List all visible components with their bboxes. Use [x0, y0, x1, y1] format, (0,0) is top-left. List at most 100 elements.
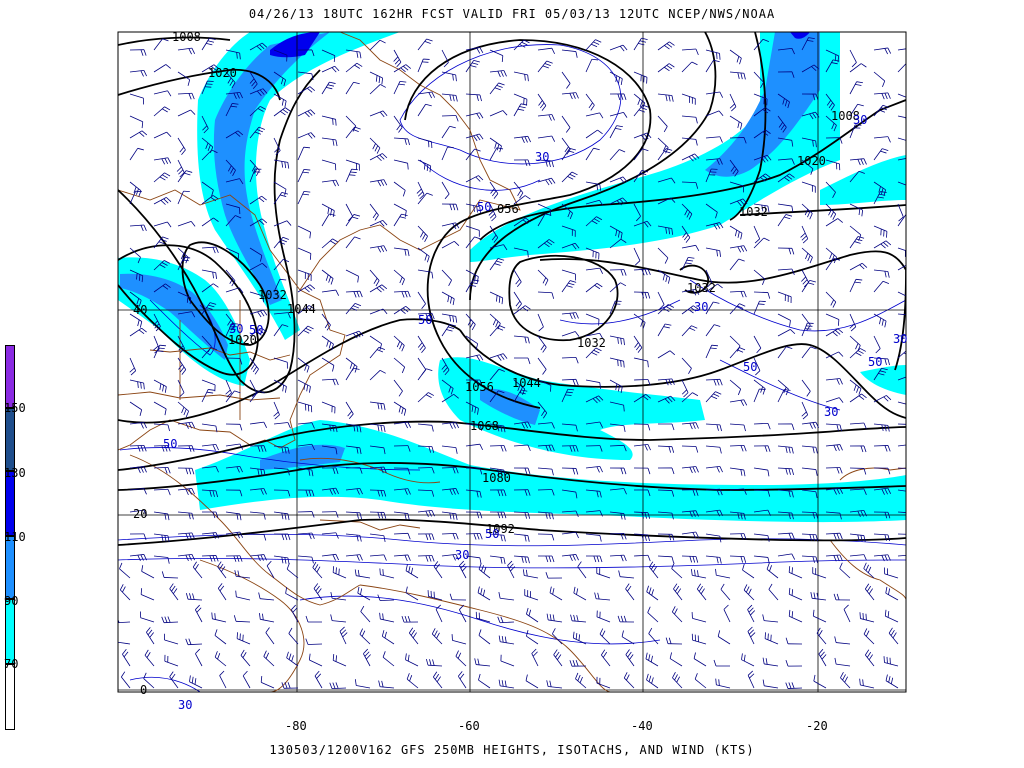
wind-barb-feather — [359, 447, 362, 455]
wind-barb-feather — [140, 382, 142, 389]
wind-barb-feather — [720, 583, 725, 590]
wind-barb-feather — [569, 147, 576, 151]
wind-barb-feather — [528, 609, 532, 616]
wind-barb-shaft — [553, 654, 563, 667]
wind-barb-feather — [332, 210, 335, 217]
wind-barb-feather — [748, 588, 752, 595]
wind-barb-shaft — [897, 203, 904, 218]
wind-barb-feather — [359, 291, 363, 298]
wind-barb-shaft — [836, 642, 851, 645]
wind-barb-feather — [645, 394, 651, 399]
wind-barb-feather — [731, 106, 737, 112]
wind-barb-shaft — [225, 531, 240, 535]
wind-barb-feather — [449, 593, 453, 600]
wind-barb-feather — [588, 102, 593, 109]
wind-barb-feather — [452, 513, 455, 520]
wind-barb-shaft — [729, 181, 744, 187]
wind-barb-feather — [284, 533, 288, 541]
wind-barb-feather — [646, 673, 649, 681]
wind-barb-shaft — [657, 350, 671, 359]
wind-barb-feather — [471, 405, 474, 412]
wind-barb-feather — [690, 307, 697, 312]
wind-barb-shaft — [225, 91, 240, 95]
wind-barb-feather — [864, 583, 870, 590]
wind-barb-feather — [149, 632, 154, 638]
wind-barb-feather — [671, 513, 674, 520]
wind-barb-feather — [377, 402, 380, 410]
wind-barb-shaft — [705, 49, 720, 54]
wind-barb-feather — [399, 343, 403, 350]
wind-barb-feather — [569, 554, 573, 562]
wind-barb-feather — [667, 277, 671, 284]
wind-barb-shaft — [369, 137, 381, 149]
wind-barb-feather — [593, 349, 600, 354]
wind-barb-shaft — [452, 640, 467, 645]
wind-barb-shaft — [297, 247, 312, 254]
wind-barb-shaft — [537, 444, 552, 447]
wind-barb-feather — [676, 676, 681, 683]
wind-barb-shaft — [417, 137, 432, 143]
wind-barb-feather — [648, 627, 653, 634]
wind-barb-feather — [263, 650, 267, 657]
wind-barb-feather — [141, 130, 148, 136]
wind-barb-shaft — [286, 657, 299, 667]
wind-barb-feather — [407, 488, 411, 495]
wind-barb-shaft — [812, 597, 827, 601]
wind-barb-shaft — [177, 159, 185, 173]
wind-barb-feather — [780, 124, 785, 131]
wind-barb-shaft — [331, 687, 347, 690]
wind-barb-feather — [431, 446, 435, 453]
wind-barb-feather — [743, 73, 746, 80]
wind-barb-feather — [469, 321, 474, 328]
wind-barb-shaft — [609, 225, 623, 234]
wind-barb-feather — [740, 291, 744, 298]
wind-barb-feather — [338, 568, 340, 575]
wind-barb-feather — [363, 648, 369, 654]
wind-barb-feather — [476, 355, 481, 362]
wind-barb-feather — [258, 390, 265, 394]
wind-barb-shaft — [705, 283, 718, 293]
wind-barb-shaft — [585, 93, 595, 106]
wind-barb-feather — [202, 125, 208, 131]
wind-barb-feather — [634, 342, 639, 348]
wind-barb-feather — [576, 588, 579, 595]
wind-barb-feather — [287, 312, 291, 319]
wind-barb-shaft — [465, 93, 480, 96]
wind-barb-shaft — [849, 554, 864, 557]
wind-barb-feather — [807, 211, 811, 218]
wind-barb-feather — [307, 325, 314, 330]
wind-barb-feather — [692, 556, 696, 563]
wind-barb-shaft — [681, 422, 696, 425]
wind-barb-feather — [836, 424, 839, 431]
wind-barb-feather — [719, 222, 724, 229]
wind-barb-feather — [695, 510, 699, 517]
wind-barb-shaft — [225, 269, 236, 281]
wind-barb-feather — [396, 61, 402, 68]
wind-barb-feather — [695, 48, 699, 56]
wind-barb-feather — [141, 275, 144, 283]
wind-barb-shaft — [129, 357, 137, 371]
wind-barb-feather — [575, 554, 579, 561]
wind-barb-feather — [469, 284, 477, 287]
wind-barb-feather — [377, 490, 381, 497]
wind-barb-feather — [137, 257, 141, 264]
wind-barb-feather — [470, 65, 477, 68]
wind-barb-feather — [685, 237, 691, 243]
wind-barb-feather — [664, 45, 670, 50]
wind-barb-feather — [143, 554, 147, 561]
wind-barb-shaft — [225, 313, 236, 326]
wind-barb-shaft — [417, 159, 431, 167]
wind-barb-shaft — [777, 173, 790, 183]
wind-barb-shaft — [405, 592, 419, 601]
wind-barb-feather — [257, 311, 262, 318]
wind-barb-feather — [663, 126, 668, 133]
wind-barb-feather — [651, 677, 654, 684]
wind-barb-feather — [807, 255, 811, 262]
wind-barb-feather — [407, 445, 411, 452]
wind-barb-feather — [642, 395, 649, 401]
wind-barb-feather — [791, 48, 795, 55]
wind-barb-feather — [284, 100, 287, 108]
isotach-label: 50 — [477, 200, 491, 214]
wind-barb-feather — [335, 139, 338, 147]
wind-barb-feather — [887, 512, 891, 519]
